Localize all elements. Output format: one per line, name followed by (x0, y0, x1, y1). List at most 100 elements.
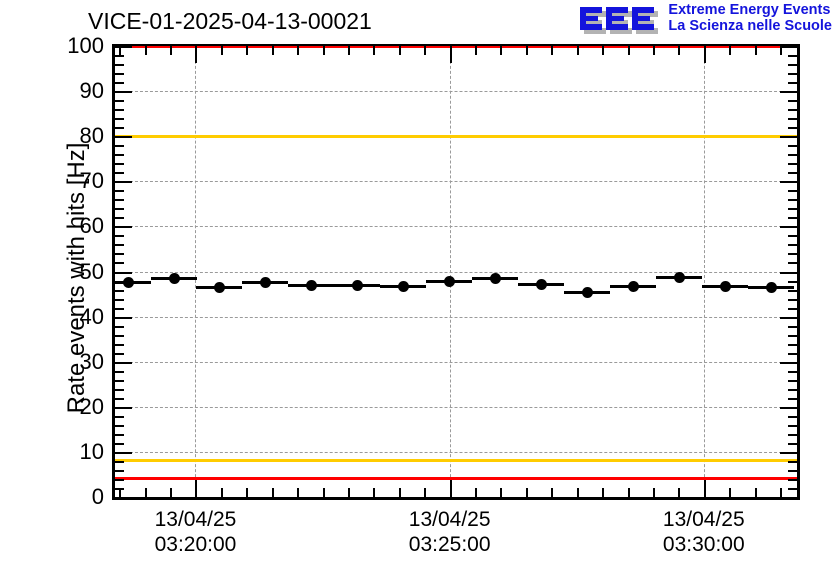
y-axis-minor-tick (115, 235, 124, 238)
y-axis-minor-tick-right (788, 487, 797, 490)
x-axis-minor-tick-top (780, 46, 783, 55)
y-axis-minor-tick-right (788, 433, 797, 436)
y-axis-major-tick-right (780, 271, 797, 274)
threshold-line-upper-alarm (115, 46, 797, 48)
y-axis-minor-tick-right (788, 190, 797, 193)
x-axis-minor-tick-top (475, 46, 478, 55)
y-axis-minor-tick (115, 199, 124, 202)
x-axis-minor-tick-top (220, 46, 223, 55)
eee-logo-line1: Extreme Energy Events (668, 2, 831, 18)
data-point-marker (489, 273, 501, 285)
y-axis-minor-tick-right (788, 478, 797, 481)
x-axis-minor-tick (729, 488, 732, 497)
x-axis-minor-tick-top (144, 46, 147, 55)
y-axis-minor-tick-right (788, 280, 797, 283)
grid-line-horizontal (115, 406, 797, 408)
x-axis-major-tick-top (449, 46, 452, 63)
y-axis-minor-tick (115, 55, 124, 58)
y-axis-minor-tick (115, 262, 124, 265)
data-point-marker (581, 286, 593, 298)
data-point-marker (351, 279, 363, 291)
data-point-marker (122, 276, 134, 288)
y-axis-minor-tick (115, 127, 124, 130)
y-axis-minor-tick-right (788, 163, 797, 166)
y-axis-minor-tick (115, 64, 124, 67)
x-axis-minor-tick (271, 488, 274, 497)
y-axis-minor-tick (115, 289, 124, 292)
y-axis-minor-tick (115, 388, 124, 391)
x-axis-major-tick (449, 480, 452, 497)
x-axis-minor-tick (119, 488, 122, 497)
y-axis-minor-tick (115, 109, 124, 112)
y-axis-minor-tick (115, 163, 124, 166)
x-axis-tick-label-time: 03:30:00 (662, 532, 745, 556)
x-axis-minor-tick-top (602, 46, 605, 55)
y-axis-minor-tick-right (788, 199, 797, 202)
x-axis-tick-label-date: 13/04/25 (154, 508, 237, 531)
data-point-marker (397, 280, 409, 292)
y-axis-minor-tick (115, 118, 124, 121)
x-axis-minor-tick-top (373, 46, 376, 55)
y-axis-minor-tick-right (788, 307, 797, 310)
x-axis-minor-tick (652, 488, 655, 497)
x-axis-tick-label: 13/04/25 03:20:00 (95, 508, 295, 558)
y-axis-minor-tick-right (788, 208, 797, 211)
eee-logo-text: Extreme Energy Events La Scienza nelle S… (668, 2, 832, 34)
y-axis-major-tick-right (780, 181, 797, 184)
y-axis-minor-tick (115, 145, 124, 148)
x-axis-minor-tick (170, 488, 173, 497)
y-axis-minor-tick (115, 460, 124, 463)
y-axis-minor-tick-right (788, 109, 797, 112)
y-axis-minor-tick (115, 343, 124, 346)
data-point-marker (168, 273, 180, 285)
x-axis-minor-tick-top (297, 46, 300, 55)
x-axis-minor-tick-top (652, 46, 655, 55)
y-axis-minor-tick-right (788, 370, 797, 373)
y-axis-minor-tick (115, 424, 124, 427)
y-axis-minor-tick (115, 190, 124, 193)
y-axis-minor-tick (115, 397, 124, 400)
y-axis-minor-tick (115, 433, 124, 436)
y-axis-minor-tick (115, 100, 124, 103)
y-axis-minor-tick-right (788, 235, 797, 238)
grid-line-horizontal (115, 361, 797, 363)
x-axis-minor-tick (246, 488, 249, 497)
y-axis-minor-tick-right (788, 325, 797, 328)
y-axis-minor-tick-right (788, 397, 797, 400)
y-axis-minor-tick (115, 82, 124, 85)
y-axis-minor-tick-right (788, 154, 797, 157)
y-axis-minor-tick-right (788, 100, 797, 103)
y-axis-minor-tick-right (788, 460, 797, 463)
y-axis-minor-tick (115, 244, 124, 247)
y-axis-minor-tick-right (788, 118, 797, 121)
y-axis-minor-tick-right (788, 73, 797, 76)
eee-logo: Extreme Energy Events La Scienza nelle S… (578, 2, 832, 38)
y-axis-major-tick (115, 136, 132, 139)
y-axis-minor-tick-right (788, 289, 797, 292)
y-axis-minor-tick (115, 442, 124, 445)
eee-logo-line2: La Scienza nelle Scuole (668, 17, 832, 34)
y-axis-major-tick-right (780, 136, 797, 139)
data-point-marker (673, 272, 685, 284)
y-axis-minor-tick-right (788, 64, 797, 67)
x-axis-minor-tick-top (678, 46, 681, 55)
y-axis-minor-tick (115, 370, 124, 373)
eee-logo-icon (578, 2, 662, 38)
y-axis-minor-tick-right (788, 343, 797, 346)
y-axis-minor-tick-right (788, 352, 797, 355)
x-axis-major-tick (703, 480, 706, 497)
y-axis-minor-tick-right (788, 127, 797, 130)
y-axis-minor-tick (115, 352, 124, 355)
x-axis-minor-tick (144, 488, 147, 497)
data-point-marker (765, 282, 777, 294)
x-axis-minor-tick (627, 488, 630, 497)
y-axis-minor-tick (115, 208, 124, 211)
x-axis-tick-label-time: 03:20:00 (154, 532, 237, 556)
x-axis-minor-tick (780, 488, 783, 497)
y-axis-major-tick-right (780, 91, 797, 94)
y-axis-major-tick (115, 406, 132, 409)
y-axis-major-tick-right (780, 361, 797, 364)
y-axis-major-tick (115, 271, 132, 274)
y-axis-minor-tick-right (788, 415, 797, 418)
y-axis-minor-tick-right (788, 262, 797, 265)
